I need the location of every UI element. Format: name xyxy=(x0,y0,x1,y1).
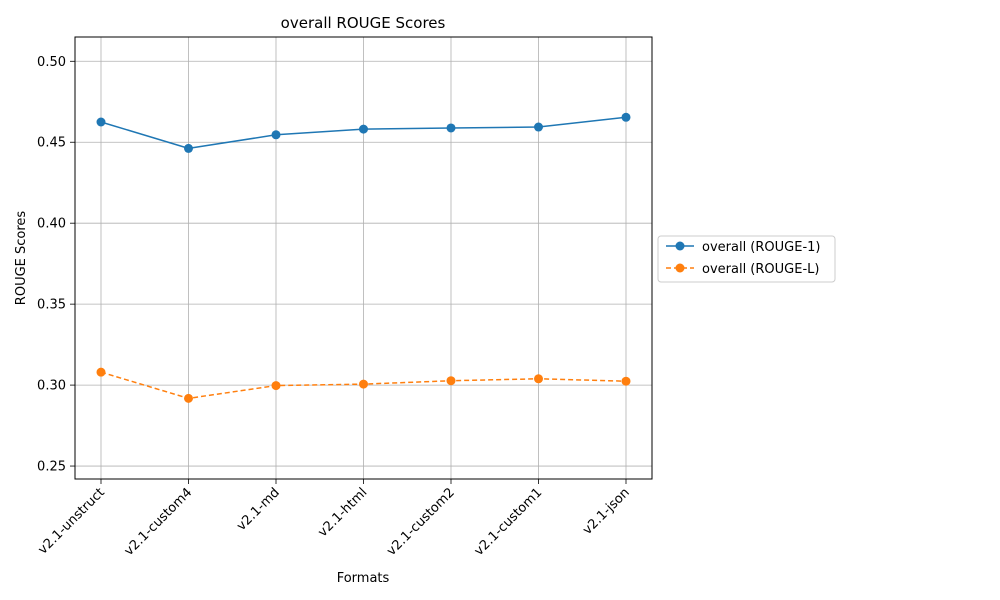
legend-label-rouge-l: overall (ROUGE-L) xyxy=(702,262,819,277)
data-point-overall-rouge-1-v2-1-custom1 xyxy=(534,122,543,132)
series-layer xyxy=(96,112,631,403)
data-point-overall-rouge-1-v2-1-unstruct xyxy=(96,117,106,127)
data-point-overall-rouge-l-v2-1-custom4 xyxy=(184,393,193,403)
legend-marker-rouge-1 xyxy=(675,241,685,251)
y-tick-label: 0.30 xyxy=(37,379,66,394)
legend-marker-rouge-l xyxy=(675,263,685,273)
x-tick-label-v2-1-json: v2.1-json xyxy=(580,485,633,538)
legend-label-rouge-1: overall (ROUGE-1) xyxy=(702,240,821,255)
data-point-overall-rouge-1-v2-1-custom4 xyxy=(184,143,193,153)
x-tick-label-v2-1-html: v2.1-html xyxy=(315,485,370,540)
x-tick-label-v2-1-custom1: v2.1-custom1 xyxy=(472,485,546,559)
x-tick-label-v2-1-custom4: v2.1-custom4 xyxy=(122,485,196,559)
legend-entry-rouge-1: overall (ROUGE-1) xyxy=(666,240,821,255)
x-axis-title: Formats xyxy=(337,571,390,586)
legend: overall (ROUGE-1) overall (ROUGE-L) xyxy=(657,235,836,283)
data-point-overall-rouge-l-v2-1-html xyxy=(359,379,368,389)
grid xyxy=(75,37,652,479)
y-tick-label: 0.35 xyxy=(37,298,66,313)
y-axis: 0.25 0.30 0.35 0.40 0.45 0.50 xyxy=(37,55,75,475)
y-tick-label: 0.25 xyxy=(37,460,66,475)
chart-title: overall ROUGE Scores xyxy=(281,14,446,32)
series-overall-rouge-1 xyxy=(96,112,631,153)
x-axis: v2.1-unstruct v2.1-custom4 v2.1-md v2.1-htm… xyxy=(36,479,633,559)
data-point-overall-rouge-l-v2-1-unstruct xyxy=(96,367,106,377)
series-overall-rouge-l xyxy=(96,367,631,403)
data-point-overall-rouge-l-v2-1-md xyxy=(271,381,281,391)
y-tick-label: 0.50 xyxy=(37,55,66,70)
x-tick-label-v2-1-custom2: v2.1-custom2 xyxy=(384,485,458,559)
data-point-overall-rouge-l-v2-1-json xyxy=(621,376,631,386)
y-axis-title: ROUGE Scores xyxy=(14,211,29,306)
data-point-overall-rouge-l-v2-1-custom1 xyxy=(534,374,543,384)
x-tick-label-v2-1-unstruct: v2.1-unstruct xyxy=(36,485,108,557)
legend-entry-rouge-l: overall (ROUGE-L) xyxy=(666,262,819,277)
x-tick-label-v2-1-md: v2.1-md xyxy=(234,485,283,534)
data-point-overall-rouge-1-v2-1-json xyxy=(621,112,631,122)
data-point-overall-rouge-l-v2-1-custom2 xyxy=(446,376,456,386)
data-point-overall-rouge-1-v2-1-md xyxy=(271,130,281,140)
legend-frame xyxy=(657,235,836,283)
data-point-overall-rouge-1-v2-1-html xyxy=(359,124,368,134)
y-tick-label: 0.40 xyxy=(37,217,66,232)
y-tick-label: 0.45 xyxy=(37,136,66,151)
data-point-overall-rouge-1-v2-1-custom2 xyxy=(446,123,456,133)
